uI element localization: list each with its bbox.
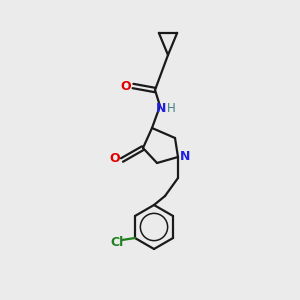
Text: Cl: Cl [110, 236, 124, 250]
Text: H: H [167, 103, 176, 116]
Text: O: O [110, 152, 120, 166]
Text: N: N [180, 151, 190, 164]
Text: O: O [121, 80, 131, 92]
Text: N: N [156, 103, 166, 116]
